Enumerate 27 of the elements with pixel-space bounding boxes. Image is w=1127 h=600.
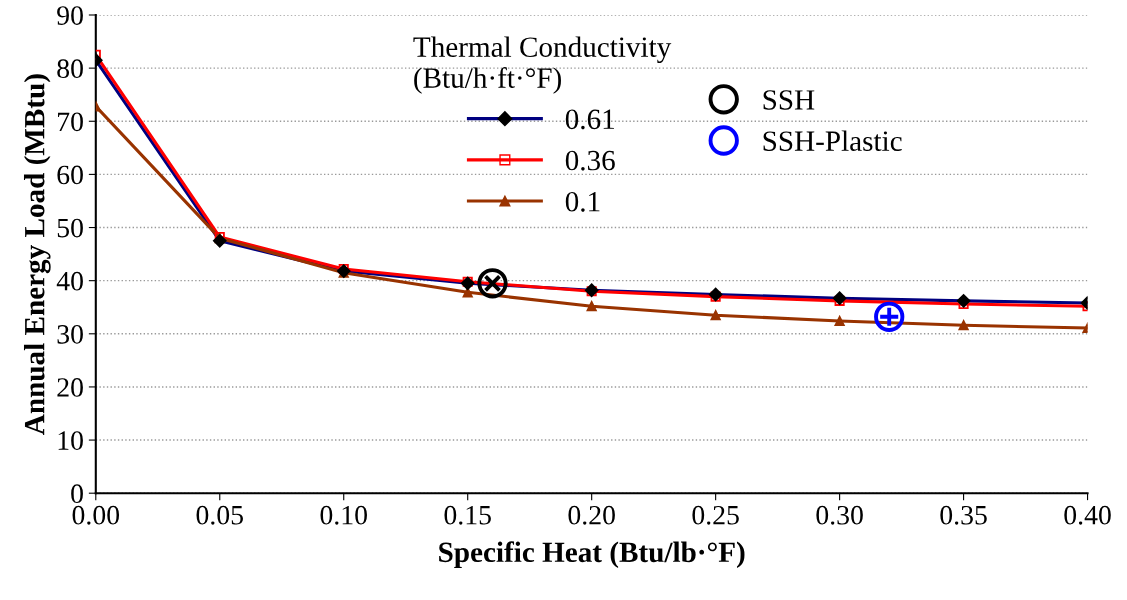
y-tick-label: 50: [57, 218, 83, 238]
legend-label: SSH-Plastic: [763, 130, 902, 151]
legend-label: 0.61: [565, 109, 614, 130]
y-tick-label: 60: [57, 165, 83, 185]
x-tick-label: 0.35: [940, 505, 987, 525]
y-tick-label: 80: [57, 59, 83, 79]
y-tick-label: 10: [58, 431, 83, 450]
y-tick-label: 90: [57, 6, 83, 25]
y-tick-label: 20: [57, 378, 83, 397]
y-tick-label: 0: [71, 484, 83, 504]
legend-title: Thermal Conductivity (Btu/h·ft·°F): [413, 36, 672, 94]
x-tick-label: 0.30: [816, 505, 863, 525]
x-tick-label: 0.00: [72, 505, 120, 525]
x-tick-label: 0.20: [568, 505, 615, 525]
y-axis-title: Annual Energy Load (MBtu): [23, 74, 51, 435]
legend-label: 0.1: [565, 191, 600, 212]
x-axis-title: Specific Heat (Btu/lb·°F): [439, 541, 745, 569]
legend-label: 0.36: [565, 150, 615, 171]
x-tick-label: 0.25: [692, 505, 739, 525]
y-tick-label: 30: [57, 324, 83, 344]
x-tick-label: 0.40: [1064, 505, 1111, 525]
y-tick-label: 40: [56, 271, 83, 291]
y-tick-label: 70: [58, 112, 83, 132]
legend-label: SSH: [763, 90, 815, 110]
x-tick-label: 0.15: [444, 505, 491, 525]
x-tick-label: 0.05: [196, 505, 243, 525]
x-tick-label: 0.10: [320, 505, 367, 525]
